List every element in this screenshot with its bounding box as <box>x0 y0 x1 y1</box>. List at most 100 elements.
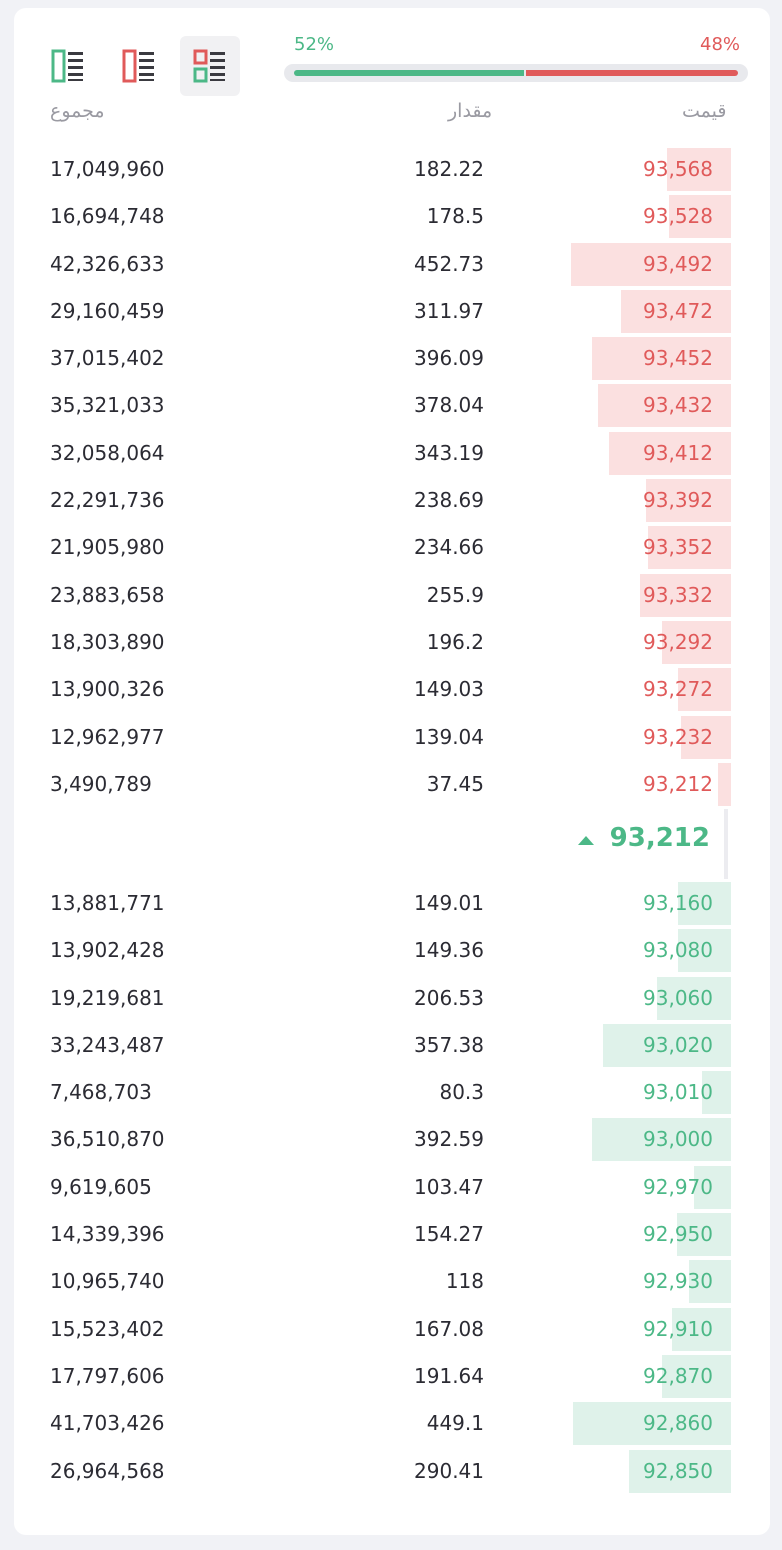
ask-amount: 238.69 <box>414 488 484 513</box>
bid-row[interactable]: 17,797,606 191.64 92,870 <box>14 1353 770 1400</box>
ask-amount: 452.73 <box>414 251 484 276</box>
view-bids-only-button[interactable] <box>38 36 98 96</box>
bid-amount: 392.59 <box>414 1127 484 1152</box>
bid-depth-bar <box>662 1354 731 1398</box>
bid-price: 92,870 <box>643 1363 713 1388</box>
bid-row[interactable]: 26,964,568 290.41 92,850 <box>14 1448 770 1495</box>
bid-amount: 167.08 <box>414 1316 484 1341</box>
bid-amount: 103.47 <box>414 1174 484 1199</box>
ask-total: 16,694,748 <box>50 204 165 229</box>
ask-total: 42,326,633 <box>50 251 165 276</box>
ask-row[interactable]: 42,326,633 452.73 93,492 <box>14 241 770 288</box>
ask-row[interactable]: 29,160,459 311.97 93,472 <box>14 288 770 335</box>
bid-amount: 154.27 <box>414 1222 484 1247</box>
ask-depth-bar <box>592 337 731 381</box>
bid-amount: 149.01 <box>414 891 484 915</box>
ask-row[interactable]: 35,321,033 378.04 93,432 <box>14 382 770 429</box>
bid-row[interactable]: 10,965,740 118 92,930 <box>14 1258 770 1305</box>
ask-amount: 343.19 <box>414 440 484 465</box>
ask-row[interactable]: 37,015,402 396.09 93,452 <box>14 335 770 382</box>
bid-depth-bar <box>694 1165 731 1209</box>
bid-row[interactable]: 15,523,402 167.08 92,910 <box>14 1306 770 1353</box>
ask-row[interactable]: 22,291,736 238.69 93,392 <box>14 477 770 524</box>
ask-amount: 149.03 <box>414 677 484 702</box>
last-price-divider <box>724 809 728 879</box>
asks-list: 17,049,960 182.22 93,568 16,694,748 178.5 93,… <box>14 146 770 808</box>
bid-amount: 149.36 <box>414 938 484 963</box>
bid-row[interactable]: 13,902,428 149.36 93,080 <box>14 927 770 974</box>
ask-depth-bar <box>718 762 731 806</box>
ask-price: 93,392 <box>643 488 713 513</box>
ask-row[interactable]: 16,694,748 178.5 93,528 <box>14 193 770 240</box>
ask-total: 37,015,402 <box>50 346 165 371</box>
bid-depth-bar <box>677 1213 731 1257</box>
ask-price: 93,332 <box>643 582 713 607</box>
bid-amount: 118 <box>445 1269 484 1294</box>
ask-amount: 255.9 <box>426 582 484 607</box>
ask-depth-bar <box>648 526 731 570</box>
view-asks-only-button[interactable] <box>109 36 169 96</box>
bid-depth-bar <box>672 1307 731 1351</box>
bid-row[interactable]: 9,619,605 103.47 92,970 <box>14 1164 770 1211</box>
bid-price: 92,850 <box>643 1458 713 1483</box>
sell-ratio-label: 48% <box>700 34 741 55</box>
bid-total: 13,902,428 <box>50 938 165 963</box>
bid-row[interactable]: 33,243,487 357.38 93,020 <box>14 1022 770 1069</box>
ask-row[interactable]: 23,883,658 255.9 93,332 <box>14 572 770 619</box>
ask-row[interactable]: 12,962,977 139.04 93,232 <box>14 714 770 761</box>
bid-total: 19,219,681 <box>50 985 165 1010</box>
ask-price: 93,472 <box>643 298 713 323</box>
bid-total: 7,468,703 <box>50 1080 152 1105</box>
sell-ratio-fill <box>526 70 738 76</box>
ask-row[interactable]: 3,490,789 37.45 93,212 <box>14 761 770 808</box>
bid-depth-bar <box>678 882 731 925</box>
bid-price: 92,930 <box>643 1269 713 1294</box>
bid-price: 92,970 <box>643 1174 713 1199</box>
buy-ratio-fill <box>294 70 524 76</box>
bid-amount: 206.53 <box>414 985 484 1010</box>
ask-depth-bar <box>640 573 731 617</box>
ask-row[interactable]: 17,049,960 182.22 93,568 <box>14 146 770 193</box>
ask-price: 93,292 <box>643 629 713 654</box>
bid-row[interactable]: 14,339,396 154.27 92,950 <box>14 1211 770 1258</box>
asks-only-icon <box>122 49 154 83</box>
bid-row[interactable]: 41,703,426 449.1 92,860 <box>14 1400 770 1447</box>
ask-depth-bar <box>598 384 731 428</box>
both-sides-icon <box>193 49 225 83</box>
ask-depth-bar <box>646 479 731 523</box>
ask-row[interactable]: 21,905,980 234.66 93,352 <box>14 524 770 571</box>
bid-total: 17,797,606 <box>50 1363 165 1388</box>
ask-total: 23,883,658 <box>50 582 165 607</box>
bid-row[interactable]: 13,881,771 149.01 93,160 <box>14 880 770 927</box>
ask-amount: 178.5 <box>426 204 484 229</box>
bid-total: 9,619,605 <box>50 1174 152 1199</box>
ask-total: 12,962,977 <box>50 724 165 749</box>
bid-row[interactable]: 7,468,703 80.3 93,010 <box>14 1069 770 1116</box>
ask-total: 22,291,736 <box>50 488 165 513</box>
ask-price: 93,528 <box>643 204 713 229</box>
bid-price: 93,160 <box>643 891 713 915</box>
bid-row[interactable]: 36,510,870 392.59 93,000 <box>14 1116 770 1163</box>
bid-amount: 290.41 <box>414 1458 484 1483</box>
ask-price: 93,568 <box>643 157 713 181</box>
ask-depth-bar <box>621 289 731 333</box>
bid-price: 93,060 <box>643 985 713 1010</box>
bid-price: 93,080 <box>643 938 713 963</box>
triangle-up-icon <box>578 836 594 845</box>
bid-price: 92,950 <box>643 1222 713 1247</box>
order-book-panel: 52% 48% مجموع مقدار قیمت 17,049,960 182.2… <box>14 8 770 1535</box>
ask-row[interactable]: 18,303,890 196.2 93,292 <box>14 619 770 666</box>
ask-price: 93,492 <box>643 251 713 276</box>
ask-price: 93,432 <box>643 393 713 418</box>
view-both-button[interactable] <box>180 36 240 96</box>
ask-row[interactable]: 32,058,064 343.19 93,412 <box>14 430 770 477</box>
ask-amount: 396.09 <box>414 346 484 371</box>
bid-total: 13,881,771 <box>50 891 165 915</box>
header-price: قیمت <box>682 100 727 122</box>
header-total: مجموع <box>50 100 105 122</box>
bid-price: 93,020 <box>643 1032 713 1057</box>
header-amount: مقدار <box>448 100 493 122</box>
ask-row[interactable]: 13,900,326 149.03 93,272 <box>14 666 770 713</box>
ask-price: 93,412 <box>643 440 713 465</box>
bid-row[interactable]: 19,219,681 206.53 93,060 <box>14 975 770 1022</box>
